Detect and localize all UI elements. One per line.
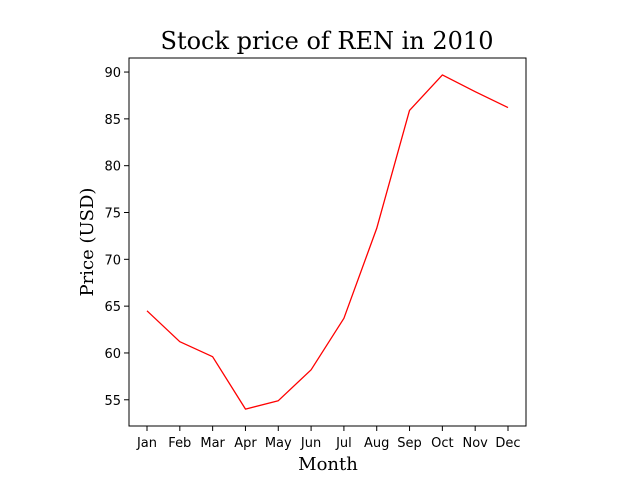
x-tick-label-apr: Apr — [234, 436, 257, 451]
y-tick-label-80: 80 — [104, 160, 121, 175]
x-tick-label-nov: Nov — [462, 436, 488, 451]
plot-area — [128, 57, 527, 427]
series-layer — [146, 74, 509, 410]
x-tick-label-jan: Jan — [136, 436, 157, 451]
chart-title: Stock price of REN in 2010 — [161, 27, 494, 55]
x-tick-label-jun: Jun — [300, 436, 321, 451]
x-tick-label-oct: Oct — [431, 436, 453, 451]
x-tick-label-jul: Jul — [335, 436, 352, 451]
x-tick-label-sep: Sep — [397, 436, 422, 451]
y-tick-label-75: 75 — [104, 207, 121, 222]
y-tick-label-65: 65 — [104, 300, 121, 315]
series-line-0 — [146, 74, 509, 410]
x-tick-label-mar: Mar — [200, 436, 225, 451]
y-axis-label: Price (USD) — [77, 188, 98, 297]
x-tick-label-dec: Dec — [495, 436, 520, 451]
x-tick-label-may: May — [265, 436, 292, 451]
y-tick-label-60: 60 — [104, 347, 121, 362]
x-axis: Jan Feb Mar Apr May Jun Jul Aug Sep Oct Nov Dec — [136, 426, 521, 451]
y-tick-label-70: 70 — [104, 253, 121, 268]
x-axis-label: Month — [298, 454, 358, 475]
y-tick-label-85: 85 — [104, 113, 121, 128]
y-axis: 55 60 65 70 75 80 85 90 — [104, 66, 129, 409]
y-tick-label-90: 90 — [104, 66, 121, 81]
y-tick-label-55: 55 — [104, 394, 121, 409]
x-tick-label-aug: Aug — [364, 436, 389, 451]
x-tick-label-feb: Feb — [168, 436, 191, 451]
